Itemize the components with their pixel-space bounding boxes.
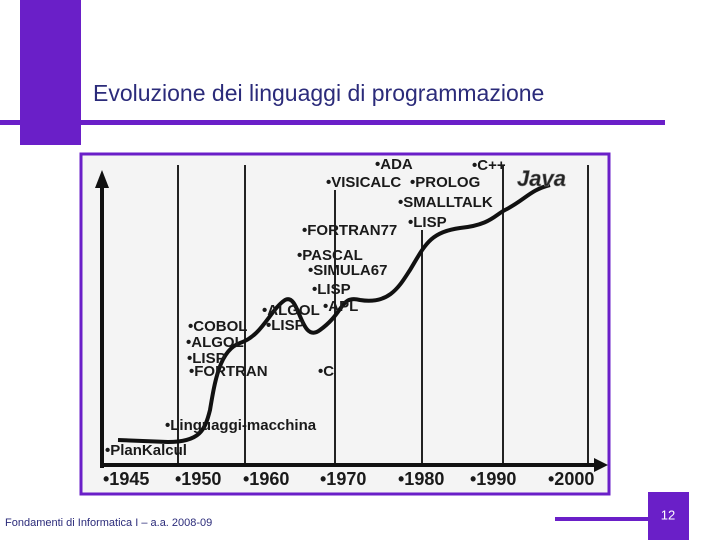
language-label: •LISP [266,317,305,334]
x-arrow [594,458,608,472]
language-label: Java [517,166,566,191]
language-label: •FORTRAN [189,363,268,380]
language-label: •ALGOL [262,302,320,319]
evolution-curve [117,183,551,445]
year-lines [177,165,589,465]
language-label: •FORTRAN77 [302,222,397,239]
language-label: •PlanKalcul [105,442,187,459]
year-label: •1960 [243,469,289,489]
year-label: •1980 [398,469,444,489]
language-label: •PROLOG [410,174,480,191]
language-label: •ALGOL [186,334,244,351]
language-label: •COBOL [188,318,247,335]
language-label: •VISICALC [326,174,401,191]
title-rule [0,120,665,125]
footer-rule [555,517,648,521]
year-label: •2000 [548,469,594,489]
slide-title: Evoluzione dei linguaggi di programmazio… [93,80,544,106]
year-label: •1970 [320,469,366,489]
language-label: •SMALLTALK [398,194,493,211]
diagram-frame [79,152,611,496]
language-label: •LISP [408,214,447,231]
language-label: •C [318,363,334,380]
labels: •1945 •1950 •1960 •1970 •1980 •1990 •2000•ADA •… [103,156,594,489]
language-label: •APL [323,298,358,315]
language-label: •LISP [312,281,351,298]
year-label: •1990 [470,469,516,489]
language-label: •C++ [472,157,506,174]
language-label: •Linguaggi-macchina [165,417,317,434]
year-label: •1945 [103,469,149,489]
language-label: •SIMULA67 [308,262,387,279]
page-box [648,492,689,540]
language-label: •LISP [187,350,226,367]
y-arrow [95,170,109,188]
year-label: •1950 [175,469,221,489]
language-label: •ADA [375,156,413,173]
language-label: •PASCAL [297,247,363,264]
page-number: 12 [661,507,675,522]
footer: Fondamenti di Informatica I – a.a. 2008-… [5,517,212,529]
